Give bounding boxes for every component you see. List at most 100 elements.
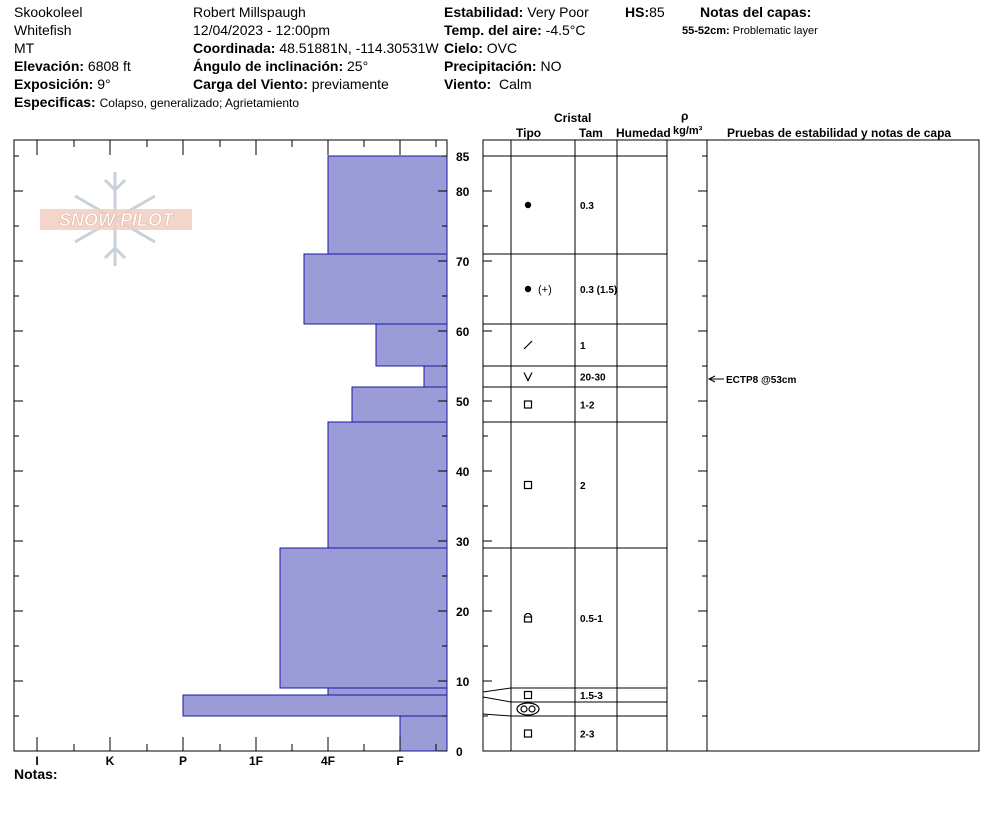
hardness-tick-label: P [179, 754, 187, 768]
density-unit: kg/m³ [673, 125, 703, 137]
depth-tick-label: 80 [456, 185, 470, 199]
layer-connector [482, 687, 512, 693]
specifics-label: Especificas: [14, 94, 96, 110]
coord-value: 48.51881N, -114.30531W [279, 40, 439, 56]
wind-load-label: Carga del Viento: [193, 76, 308, 92]
depth-tick-label: 60 [456, 325, 470, 339]
hardness-bar [327, 687, 448, 696]
faceted-crystals-icon [523, 480, 533, 490]
type-header: Tipo [516, 126, 542, 140]
wind-load-row: Carga del Viento: previamente [193, 76, 389, 92]
surface-hoar-icon [523, 372, 533, 382]
hardness-bar [351, 386, 448, 423]
sky-label: Cielo: [444, 40, 483, 56]
specifics-value: Colapso, generalizado; Agrietamiento [99, 96, 300, 110]
precipitation-particles-icon [524, 201, 532, 209]
grain-size-label: 20-30 [580, 373, 606, 384]
arrow-head-icon [707, 375, 716, 383]
grain-size-label: 1.5-3 [580, 691, 603, 702]
aspect-label: Exposición: [14, 76, 94, 92]
density-symbol: ρ [681, 109, 689, 123]
hardness-bar [375, 323, 448, 367]
stability-notes-header: Pruebas de estabilidad y notas de capa [727, 126, 952, 140]
layer-notes-label: Notas del capas: [700, 4, 812, 20]
depth-tick-label: 30 [456, 535, 470, 549]
hardness-bar [303, 253, 448, 325]
faceted-crystals-icon [523, 729, 533, 738]
observation-datetime: 12/04/2023 - 12:00pm [193, 22, 330, 38]
faceted-rounding-icon [523, 612, 533, 623]
sky-row: Cielo: OVC [444, 40, 517, 56]
hs-label: HS: [625, 4, 650, 20]
depth-tick-label: 50 [456, 395, 470, 409]
hardness-tick-label: I [35, 754, 38, 768]
moisture-header: Humedad [616, 126, 671, 140]
air-temp-row: Temp. del aire: -4.5°C [444, 22, 586, 38]
depth-tick-label: 70 [456, 255, 470, 269]
layer-connector [482, 696, 512, 703]
hardness-bar [327, 155, 448, 255]
hardness-bar [182, 694, 448, 717]
snowpilot-logo: SNOW PILOT [40, 172, 192, 266]
faceted-crystals-icon [523, 400, 533, 409]
grain-size-label: 2 [580, 481, 586, 492]
layer-note-row: 55-52cm: Problematic layer [682, 23, 818, 39]
grain-size-label: 0.5-1 [580, 614, 603, 625]
wind-row: Viento: Calm [444, 76, 532, 92]
slope-row: Ángulo de inclinación: 25° [193, 58, 368, 74]
notes-label: Notas: [14, 766, 58, 782]
hs-row: HS:85 [625, 4, 665, 20]
aspect-value: 9° [97, 76, 111, 92]
depth-ticks: 0 10 20 30 40 50 60 70 80 85 [14, 150, 707, 759]
wind-label: Viento: [444, 76, 492, 92]
depth-tick-label: 40 [456, 465, 470, 479]
hardness-bar [279, 547, 448, 689]
wind-value: Calm [498, 76, 532, 92]
stability-value: Very Poor [527, 4, 589, 20]
precip-label: Precipitación: [444, 58, 537, 74]
stability-row: Estabilidad: Very Poor [444, 4, 589, 20]
coordinates-row: Coordinada: 48.51881N, -114.30531W [193, 40, 439, 56]
size-header: Tam [579, 126, 603, 140]
depth-tick-label: 10 [456, 675, 470, 689]
layer-note-text: Problematic layer [732, 25, 818, 37]
coord-label: Coordinada: [193, 40, 276, 56]
specifics-row: Especificas: Colapso, generalizado; Agri… [14, 94, 299, 111]
faceted-crystals-icon [523, 690, 533, 700]
grain-size-label: 0.3 (1.5) [580, 285, 617, 296]
depth-tick-label: 20 [456, 605, 470, 619]
elevation-value: 6808 ft [87, 58, 131, 74]
elevation-row: Elevación: 6808 ft [14, 58, 131, 74]
air-temp-label: Temp. del aire: [444, 22, 542, 38]
layer-connector [482, 713, 512, 717]
wind-load-value: previamente [311, 76, 389, 92]
hardness-tick-label: F [396, 754, 403, 768]
stability-test-label: ECTP8 @53cm [726, 375, 796, 386]
aspect-row: Exposición: 9° [14, 76, 111, 92]
hardness-bar [399, 715, 448, 752]
elevation-label: Elevación: [14, 58, 85, 74]
grain-size-label: 1 [580, 341, 586, 352]
hardness-tick-label: 4F [321, 754, 335, 768]
grain-size-label: 0.3 [580, 201, 594, 212]
secondary-grain-label: (+) [538, 284, 552, 296]
stability-tests: ECTP8 @53cm [707, 375, 796, 386]
hs-value: 85 [649, 4, 665, 20]
precip-value: NO [540, 58, 562, 74]
observer-name: Robert Millspaugh [193, 4, 306, 20]
grain-size-label: 1-2 [580, 401, 595, 412]
depth-tick-label: 0 [456, 745, 463, 759]
layer-note-depth: 55-52cm: [682, 25, 730, 37]
state-name: MT [14, 40, 35, 56]
region-name: Whitefish [14, 22, 72, 38]
location-name: Skookoleel [14, 4, 83, 20]
depth-tick-label: 85 [456, 150, 470, 164]
melt-freeze-icon [516, 702, 540, 716]
hardness-ticks: I K P 1F 4F F [35, 140, 437, 768]
logo-text: SNOW PILOT [59, 210, 175, 230]
hardness-bar [327, 421, 448, 549]
hardness-tick-label: K [106, 754, 115, 768]
stability-label: Estabilidad: [444, 4, 524, 20]
sky-value: OVC [486, 40, 518, 56]
